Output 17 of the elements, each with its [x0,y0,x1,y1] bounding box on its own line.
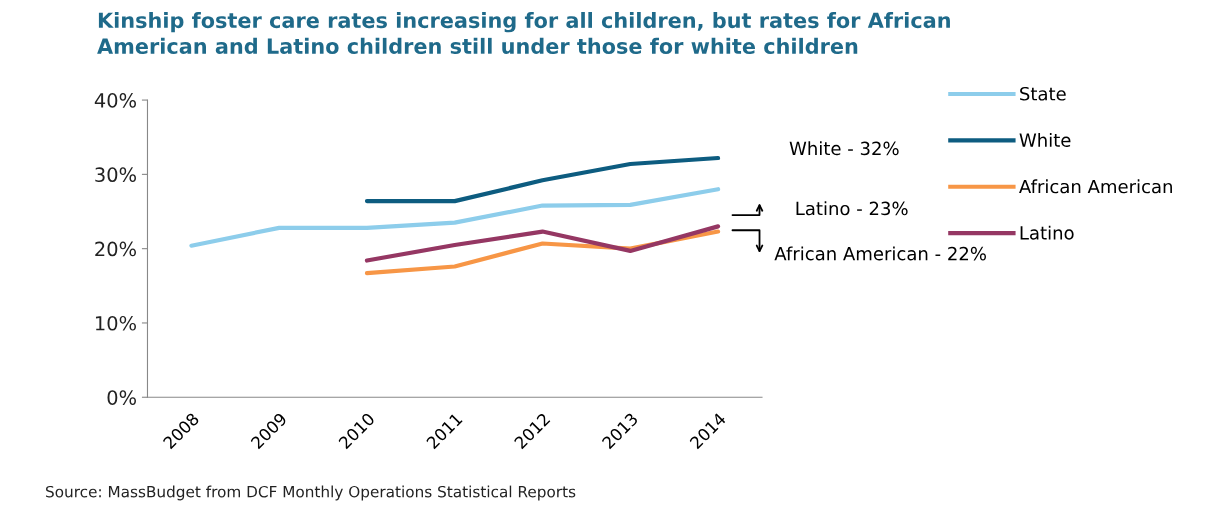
y-tick-label: 20% [95,241,136,257]
y-tick-label: 30% [95,167,136,183]
chart-title: Kinship foster care rates increasing for all children, but rates for African American and Latino children still under those for white children [97,12,950,54]
line-series [364,155,721,204]
text: African American - 22% [774,246,986,261]
legend-label: African American [1019,179,1172,194]
text: Latino - 23% [796,201,908,216]
y-tick-label: 40% [94,93,136,108]
source-note: Source: MassBudget from DCF Monthly Operations Statistical Reports [46,485,576,501]
legend-label: State [1020,86,1066,101]
text: White - 32% [789,141,899,156]
y-tick-label: 10% [95,315,136,331]
line-series [364,224,721,263]
legend-label: White [1019,132,1071,147]
legend-label: Latino [1020,225,1074,240]
line-series [189,187,721,248]
y-tick-label: 0% [107,390,136,405]
